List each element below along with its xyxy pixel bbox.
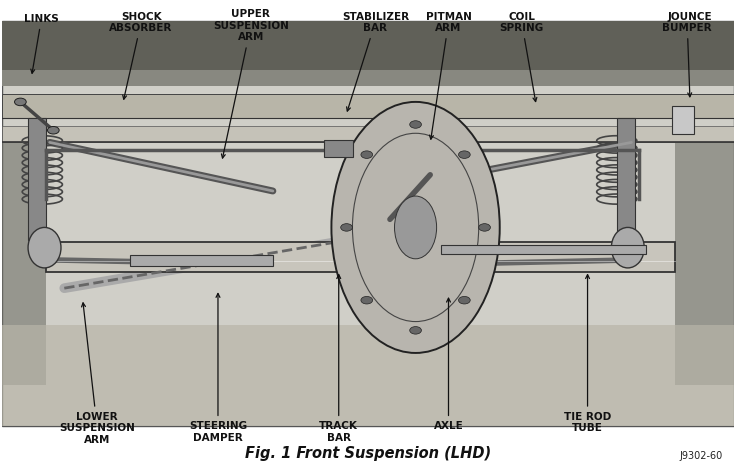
Ellipse shape bbox=[394, 196, 436, 259]
Bar bbox=[130, 255, 273, 266]
Bar bbox=[46, 242, 676, 272]
Circle shape bbox=[341, 224, 353, 231]
Text: TIE ROD
TUBE: TIE ROD TUBE bbox=[564, 275, 611, 433]
Text: UPPER
SUSPENSION
ARM: UPPER SUSPENSION ARM bbox=[213, 9, 289, 158]
Circle shape bbox=[459, 151, 470, 158]
Circle shape bbox=[478, 224, 490, 231]
Text: J9302-60: J9302-60 bbox=[679, 451, 723, 461]
Bar bbox=[2, 324, 734, 426]
Ellipse shape bbox=[331, 102, 500, 353]
Text: Fig. 1 Front Suspension (LHD): Fig. 1 Front Suspension (LHD) bbox=[245, 446, 491, 461]
Circle shape bbox=[47, 126, 59, 134]
Circle shape bbox=[459, 296, 470, 304]
Circle shape bbox=[410, 327, 422, 334]
Text: JOUNCE
BUMPER: JOUNCE BUMPER bbox=[662, 11, 712, 97]
Circle shape bbox=[410, 121, 422, 128]
Text: LOWER
SUSPENSION
ARM: LOWER SUSPENSION ARM bbox=[60, 303, 135, 445]
Ellipse shape bbox=[28, 228, 61, 268]
Bar bbox=[2, 126, 734, 142]
Bar bbox=[2, 94, 734, 118]
Text: COIL
SPRING: COIL SPRING bbox=[500, 11, 544, 102]
Bar bbox=[28, 118, 46, 239]
Text: STABILIZER
BAR: STABILIZER BAR bbox=[342, 11, 409, 111]
Text: SHOCK
ABSORBER: SHOCK ABSORBER bbox=[110, 11, 173, 99]
Text: PITMAN
ARM: PITMAN ARM bbox=[425, 11, 472, 139]
Bar bbox=[672, 106, 693, 134]
Bar bbox=[2, 21, 734, 69]
Circle shape bbox=[361, 151, 372, 158]
Bar bbox=[617, 118, 635, 239]
Text: STEERING
DAMPER: STEERING DAMPER bbox=[189, 294, 247, 443]
Text: LINKS: LINKS bbox=[24, 14, 59, 73]
Circle shape bbox=[15, 98, 26, 105]
Bar bbox=[2, 21, 734, 86]
Bar bbox=[2, 21, 734, 426]
Bar bbox=[441, 245, 646, 254]
Bar bbox=[2, 142, 46, 385]
Ellipse shape bbox=[612, 228, 644, 268]
Bar bbox=[676, 142, 734, 385]
Circle shape bbox=[361, 296, 372, 304]
Bar bbox=[324, 141, 353, 157]
Text: TRACK
BAR: TRACK BAR bbox=[319, 275, 358, 443]
Text: AXLE: AXLE bbox=[434, 298, 464, 431]
